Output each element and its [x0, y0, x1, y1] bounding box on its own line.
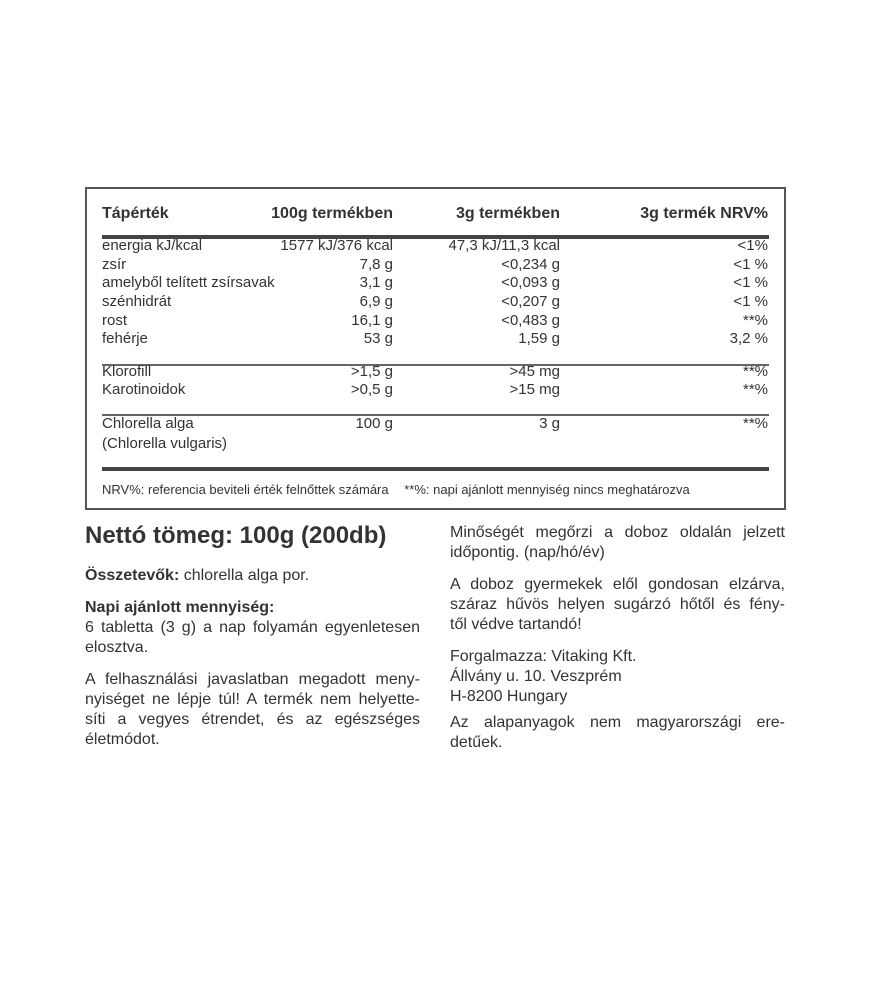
nutrient-name: Karotinoidok [102, 381, 186, 398]
ingredients-value: chlorella alga por. [179, 567, 310, 584]
table-row: rost 16,1 g <0,483 g **% [87, 311, 784, 330]
header-nrv: 3g termék NRV% [640, 205, 768, 222]
daily-dose: Napi ajánlott mennyiség: 6 tabletta (3 g… [85, 598, 420, 658]
table-row: Karotinoidok >0,5 g >15 mg **% [87, 380, 784, 399]
value-3g: <0,234 g [501, 256, 560, 273]
nutrient-name: Klorofill [102, 363, 152, 380]
dose-label: Napi ajánlott mennyiség: [85, 599, 275, 616]
value-nrv: 3,2 % [729, 330, 768, 347]
value-3g: <0,207 g [501, 293, 560, 310]
text-line: életmódot. [85, 731, 160, 748]
text-line: A doboz gyermekek elől gondosan elzárva, [450, 576, 785, 593]
text-line: időpontig. (nap/hó/év) [450, 544, 605, 561]
dose-text: 6 tabletta (3 g) a nap folyamán egyenlet… [85, 618, 420, 658]
nutrient-name: zsír [102, 256, 127, 273]
nutrient-name: rost [102, 312, 128, 329]
text-line: A felhasználási javaslatban megadott men… [85, 671, 420, 688]
table-row: zsír 7,8 g <0,234 g <1 % [87, 255, 784, 274]
value-3g: >15 mg [509, 381, 560, 398]
text-line: Állvány u. 10. Veszprém [450, 668, 622, 685]
nutrition-table: Tápérték 100g termékben 3g termékben 3g … [85, 187, 786, 510]
table-row: energia kJ/kcal 1577 kJ/376 kcal 47,3 kJ/1… [87, 236, 784, 255]
table-footnote: NRV%: referencia beviteli érték felnőtte… [102, 482, 702, 497]
ingredients: Összetevők: chlorella alga por. [85, 566, 420, 586]
nutrient-name: (Chlorella vulgaris) [102, 435, 228, 452]
nutrient-name: energia kJ/kcal [102, 237, 203, 254]
left-column: Összetevők: chlorella alga por. Napi ajá… [85, 566, 420, 762]
value-nrv: <1 % [733, 274, 768, 291]
divider [102, 414, 769, 416]
nutrient-name: fehérje [102, 330, 148, 347]
value-100g: 3,1 g [359, 274, 393, 291]
header-nutrient: Tápérték [102, 205, 169, 222]
text-line: száraz hűvös helyen sugárzó hőtől és fén… [450, 596, 785, 613]
value-100g: 6,9 g [359, 293, 393, 310]
text-line: 6 tabletta (3 g) a nap folyamán egyenlet… [85, 619, 420, 636]
text-line: től védve tartandó! [450, 616, 582, 633]
value-nrv: <1 % [733, 293, 768, 310]
value-nrv: **% [742, 381, 768, 398]
text-line: nyiséget ne lépje túl! A termék nem hely… [85, 691, 420, 708]
value-100g: 53 g [363, 330, 393, 347]
value-nrv: <1% [737, 237, 768, 254]
value-nrv: <1 % [733, 256, 768, 273]
text-line: síti a vegyes étrendet, és az egészséges [85, 711, 420, 728]
table-row: fehérje 53 g 1,59 g 3,2 % [87, 329, 784, 348]
table-row: (Chlorella vulgaris) [87, 434, 784, 453]
text-line: Minőségét megőrzi a doboz oldalán jelzet… [450, 524, 785, 541]
right-column: Minőségét megőrzi a doboz oldalán jelzet… [450, 523, 785, 765]
text-line: Az alapanyagok nem magyarországi ere- [450, 714, 785, 731]
value-nrv: **% [742, 415, 768, 432]
nutrient-name: amelyből telített zsírsavak [102, 274, 275, 291]
net-weight: Nettó tömeg: 100g (200db) [85, 522, 387, 549]
value-nrv: **% [742, 312, 768, 329]
warning-text: A felhasználási javaslatban megadott men… [85, 670, 420, 750]
header-100g: 100g termékben [271, 205, 393, 222]
value-3g: 1,59 g [518, 330, 560, 347]
header-3g: 3g termékben [455, 205, 560, 222]
value-100g: >0,5 g [350, 381, 393, 398]
text-line: elosztva. [85, 639, 149, 656]
value-3g: <0,093 g [501, 274, 560, 291]
nutrient-name: Chlorella alga [102, 415, 194, 432]
divider [102, 235, 769, 239]
origin-text: Az alapanyagok nem magyarországi ere-det… [450, 713, 785, 753]
table-row: Chlorella alga 100 g 3 g **% [87, 414, 784, 433]
value-3g: <0,483 g [501, 312, 560, 329]
footnote-nrv: NRV%: referencia beviteli érték felnőtte… [102, 482, 389, 497]
table-row: szénhidrát 6,9 g <0,207 g <1 % [87, 292, 784, 311]
table-row: amelyből telített zsírsavak 3,1 g <0,093 g… [87, 273, 784, 292]
value-3g: 3 g [539, 415, 560, 432]
text-line: detűek. [450, 734, 503, 751]
value-100g: >1,5 g [350, 363, 393, 380]
storage-text: A doboz gyermekek elől gondosan elzárva,… [450, 575, 785, 635]
table-header: Tápérték 100g termékben 3g termékben 3g … [87, 204, 784, 223]
nutrient-name: szénhidrát [102, 293, 172, 310]
best-before-text: Minőségét megőrzi a doboz oldalán jelzet… [450, 523, 785, 563]
value-100g: 7,8 g [359, 256, 393, 273]
text-line: Forgalmazza: Vitaking Kft. [450, 648, 637, 665]
distributor-text: Forgalmazza: Vitaking Kft. Állvány u. 10.… [450, 647, 785, 707]
value-3g: 47,3 kJ/11,3 kcal [448, 237, 560, 254]
text-line: H-8200 Hungary [450, 688, 568, 705]
ingredients-label: Összetevők: [85, 567, 180, 584]
value-100g: 100 g [355, 415, 393, 432]
divider [102, 364, 769, 366]
value-100g: 1577 kJ/376 kcal [280, 237, 393, 254]
value-nrv: **% [742, 363, 768, 380]
divider [102, 467, 769, 471]
footnote-stars: **%: napi ajánlott mennyiség nincs megha… [404, 482, 690, 497]
value-100g: 16,1 g [351, 312, 393, 329]
table-row: Klorofill >1,5 g >45 mg **% [87, 362, 784, 381]
value-3g: >45 mg [509, 363, 560, 380]
